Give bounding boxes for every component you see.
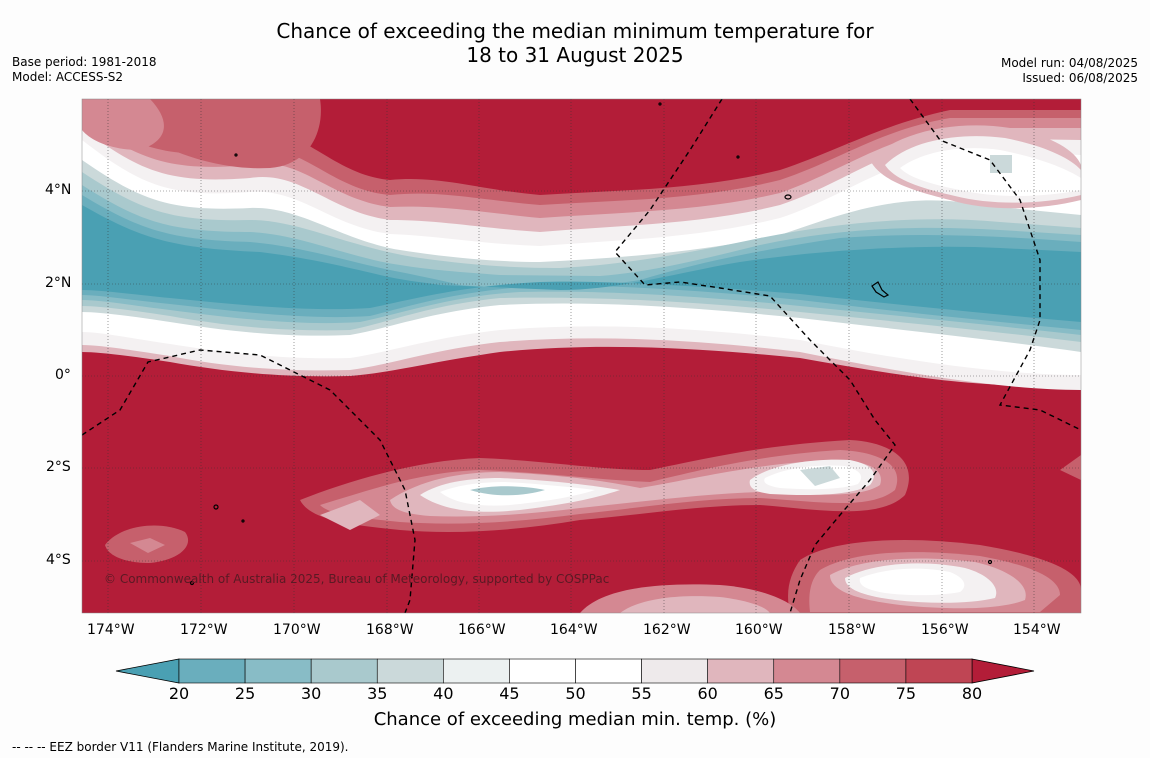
eez-legend-note: -- -- -- EEZ border V11 (Flanders Marine…: [12, 740, 349, 754]
lon-tick: 156°W: [921, 622, 969, 638]
colorbar-low-arrow: [115, 658, 180, 684]
colorbar-swatch: [244, 658, 312, 684]
map-field: [82, 99, 1081, 613]
colorbar-tick-label: 30: [300, 684, 322, 703]
colorbar-swatch: [839, 658, 907, 684]
colorbar-tick-label: 20: [168, 684, 190, 703]
issued-date-text: Issued: 06/08/2025: [1022, 71, 1138, 85]
colorbar-tick-label: 50: [565, 684, 586, 703]
south-anomaly-band: [300, 440, 909, 532]
map-title-line2: 18 to 31 August 2025: [466, 43, 684, 67]
lon-tick: 158°W: [828, 622, 876, 638]
colorbar: [115, 658, 1035, 684]
map-title-line1: Chance of exceeding the median minimum t…: [276, 19, 874, 43]
colorbar-swatch: [575, 658, 642, 684]
lat-tick: 2°S: [46, 459, 71, 475]
lon-tick: 172°W: [180, 622, 228, 638]
colorbar-swatch: [178, 658, 246, 684]
colorbar-swatch: [641, 658, 708, 684]
colorbar-tick-label: 65: [763, 684, 784, 703]
colorbar-swatch: [509, 658, 576, 684]
model-run-text: Model run: 04/08/2025: [1000, 56, 1138, 70]
colorbar-swatch: [443, 658, 510, 684]
colorbar-swatch: [707, 658, 775, 684]
lon-tick: 174°W: [87, 622, 135, 638]
base-period-text: Base period: 1981-2018: [12, 55, 157, 69]
lat-tick: 4°N: [45, 182, 72, 198]
north-anomaly-band: [82, 105, 1081, 390]
eez-borders: [82, 99, 1081, 613]
islands: [189, 102, 993, 586]
copyright-text: © Commonwealth of Australia 2025, Bureau…: [104, 572, 610, 586]
colorbar-swatch: [310, 658, 378, 684]
lon-tick: 168°W: [366, 622, 414, 638]
colorbar-tick-label: 40: [433, 684, 454, 703]
colorbar-swatch: [773, 658, 841, 684]
lon-tick: 154°W: [1013, 622, 1061, 638]
lon-tick: 160°W: [735, 622, 783, 638]
lon-tick: 164°W: [550, 622, 598, 638]
lat-tick: 0°: [55, 367, 71, 383]
colorbar-tick-label: 80: [961, 684, 983, 703]
lat-tick: 2°N: [45, 275, 72, 291]
colorbar-tick-label: 35: [367, 684, 388, 703]
colorbar-swatch: [376, 658, 444, 684]
colorbar-tick-label: 25: [234, 684, 256, 703]
colorbar-tick-label: 75: [895, 684, 917, 703]
lon-tick: 170°W: [273, 622, 321, 638]
colorbar-tick-label: 45: [499, 684, 520, 703]
model-name-text: Model: ACCESS-S2: [12, 70, 124, 84]
colorbar-tick-label: 70: [829, 684, 851, 703]
colorbar-swatch: [905, 658, 973, 684]
colorbar-tick-label: 60: [697, 684, 718, 703]
colorbar-title: Chance of exceeding median min. temp. (%…: [373, 709, 777, 730]
lon-tick: 166°W: [458, 622, 506, 638]
lat-tick: 4°S: [46, 552, 71, 568]
colorbar-high-arrow: [971, 658, 1035, 684]
colorbar-tick-label: 55: [631, 684, 652, 703]
lon-tick: 162°W: [643, 622, 691, 638]
